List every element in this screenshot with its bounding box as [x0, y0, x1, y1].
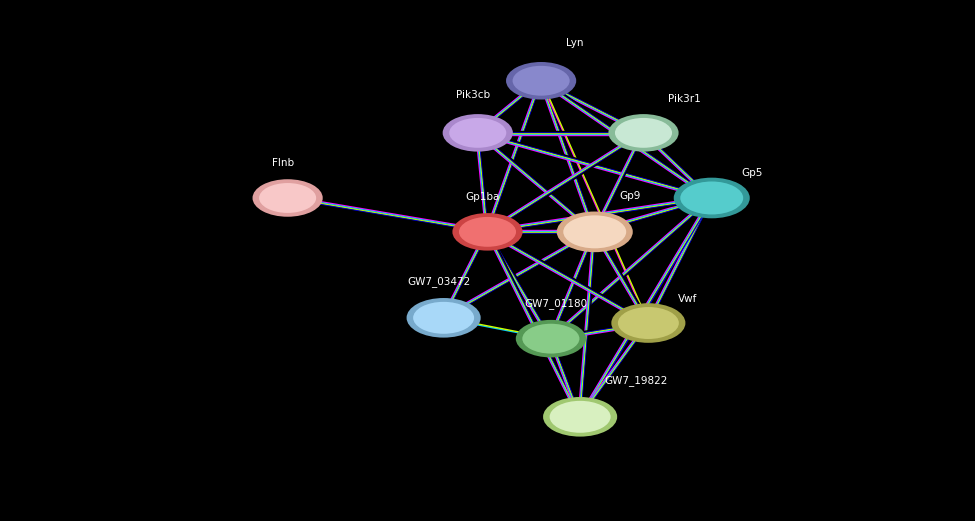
Circle shape	[452, 213, 523, 251]
Text: Pik3r1: Pik3r1	[668, 94, 701, 104]
Circle shape	[516, 320, 586, 357]
Circle shape	[680, 181, 744, 215]
Text: Pik3cb: Pik3cb	[456, 90, 489, 100]
Text: Gp5: Gp5	[741, 168, 762, 178]
Circle shape	[674, 178, 750, 218]
Circle shape	[617, 306, 680, 340]
Circle shape	[563, 215, 627, 249]
Circle shape	[458, 216, 517, 247]
Circle shape	[258, 182, 317, 214]
Circle shape	[443, 114, 513, 152]
Circle shape	[522, 323, 580, 354]
Circle shape	[614, 117, 673, 148]
Text: Lyn: Lyn	[566, 38, 583, 48]
Circle shape	[549, 400, 611, 433]
Circle shape	[253, 179, 323, 217]
Text: GW7_03472: GW7_03472	[408, 276, 470, 287]
Text: GW7_19822: GW7_19822	[604, 375, 668, 386]
Circle shape	[557, 212, 633, 252]
Text: Flnb: Flnb	[272, 158, 293, 168]
Text: Vwf: Vwf	[678, 294, 697, 304]
Text: Gp9: Gp9	[619, 191, 641, 201]
Text: GW7_01180: GW7_01180	[525, 298, 587, 309]
Circle shape	[407, 298, 481, 338]
Circle shape	[512, 65, 570, 96]
Circle shape	[608, 114, 679, 152]
Circle shape	[611, 303, 685, 343]
Circle shape	[543, 397, 617, 437]
Circle shape	[412, 301, 475, 334]
Text: Gp1ba: Gp1ba	[465, 192, 500, 202]
Circle shape	[448, 117, 507, 148]
Circle shape	[506, 62, 576, 100]
